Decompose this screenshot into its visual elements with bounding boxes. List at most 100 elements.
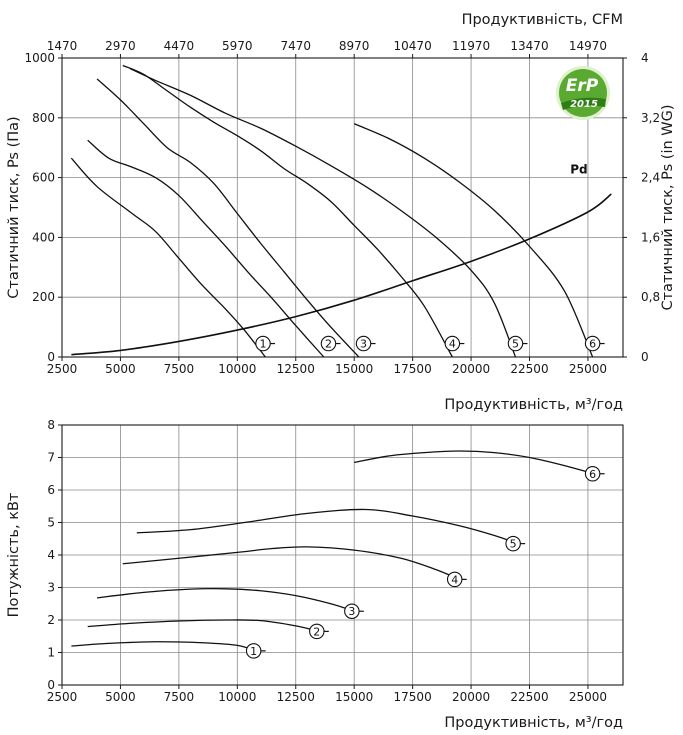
x2-tick-label: 10470 [394, 39, 432, 53]
marker-label: 4 [449, 338, 456, 351]
series-5-line [129, 67, 517, 358]
marker-circle [444, 335, 461, 352]
x2-tick-label: 8970 [339, 39, 370, 53]
y-tick-label: 800 [32, 111, 55, 125]
marker-circle [344, 603, 360, 619]
series-5-line [136, 508, 519, 545]
y-tick-label: 6 [47, 483, 55, 497]
y2-tick-label: 0 [641, 350, 649, 364]
x2-axis-title: Продуктивність, CFM [462, 12, 623, 28]
x-axis-title: Продуктивність, м³/год [444, 397, 623, 413]
series-6-line [354, 450, 600, 477]
x2-tick-label: 2970 [105, 39, 136, 53]
marker-circle [507, 335, 524, 352]
series-2-line [87, 619, 320, 633]
y2-tick-label: 0,8 [641, 290, 660, 304]
curve-marker-1: 1 [255, 335, 276, 352]
x2-tick-label: 1470 [47, 39, 78, 53]
marker-label: 6 [589, 338, 596, 351]
series-4-line [122, 546, 460, 580]
marker-circle [255, 335, 271, 352]
y-tick-label: 200 [32, 290, 55, 304]
x-tick-label: 20000 [452, 362, 490, 376]
marker-label: 2 [313, 625, 320, 638]
y-tick-label: 600 [32, 171, 55, 185]
series-3-line [96, 587, 355, 612]
erp-logo-band [561, 97, 606, 110]
x2-tick-label: 11970 [452, 39, 490, 53]
x-tick-label: 22500 [510, 362, 548, 376]
x-tick-label: 17500 [394, 690, 432, 704]
y-tick-label: 400 [32, 230, 55, 244]
y-tick-label: 4 [47, 548, 55, 562]
x2-tick-label: 7470 [280, 39, 311, 53]
curve-marker-1: 1 [245, 643, 266, 659]
curve-marker-6: 6 [584, 335, 605, 352]
series-3-line [96, 78, 360, 358]
x-tick-label: 12500 [277, 690, 315, 704]
x-tick-label: 10000 [218, 690, 256, 704]
erp-2015-logo: ErP 2015 [556, 66, 610, 120]
series-4-line [122, 64, 453, 358]
marker-circle [446, 571, 463, 588]
x2-tick-label: 4470 [164, 39, 195, 53]
marker-circle [584, 465, 601, 482]
marker-label: 5 [512, 338, 519, 351]
curve-marker-2: 2 [320, 335, 341, 352]
marker-label: 5 [510, 538, 517, 551]
marker-circle [245, 643, 262, 659]
marker-label: 6 [589, 468, 596, 481]
series-2-line [87, 139, 325, 358]
y2-tick-label: 4 [641, 51, 649, 65]
x-tick-label: 25000 [569, 690, 607, 704]
y-tick-label: 7 [47, 451, 55, 465]
pd-label: Pd [570, 163, 587, 177]
y-tick-label: 0 [47, 350, 55, 364]
erp-logo-year: 2015 [570, 99, 598, 110]
y2-axis-title: Статичний тиск, Ps (in WG) [660, 104, 676, 310]
series-1-line [70, 157, 266, 358]
marker-label: 1 [260, 338, 267, 351]
series-pd-line [71, 193, 612, 356]
power-chart: 2500 5000 7500 10000 12500 15000 17500 20000 225… [6, 418, 624, 731]
y-tick-label: 2 [47, 613, 55, 627]
marker-label: 3 [348, 605, 355, 618]
y-axis-title: Статичний тиск, Ps (Па) [6, 116, 22, 298]
pressure-chart: 2500 5000 7500 10000 12500 15000 17500 20000 225… [6, 12, 676, 413]
y-tick-label: 0 [47, 678, 55, 692]
y-tick-label: 1000 [24, 51, 55, 65]
x-tick-label: 22500 [510, 690, 548, 704]
plot-frame [61, 57, 624, 358]
x-tick-label: 25000 [569, 362, 607, 376]
marker-circle [584, 335, 601, 352]
series-1-line [71, 641, 257, 652]
x-tick-label: 15000 [335, 362, 373, 376]
curve-marker-4: 4 [444, 335, 465, 352]
x-axis-title: Продуктивність, м³/год [444, 715, 623, 731]
curve-marker-3: 3 [355, 335, 376, 352]
x-tick-label: 15000 [335, 690, 373, 704]
x2-tick-label: 5970 [222, 39, 253, 53]
marker-circle [505, 535, 521, 552]
x-tick-label: 10000 [218, 362, 256, 376]
series-6-line [353, 123, 594, 358]
marker-label: 3 [360, 338, 367, 351]
y2-tick-label: 3,2 [641, 111, 660, 125]
marker-circle [309, 623, 325, 640]
marker-circle [320, 335, 337, 352]
y2-tick-label: 2,4 [641, 171, 660, 185]
x-tick-label: 2500 [47, 362, 78, 376]
x-tick-label: 5000 [105, 690, 136, 704]
x-tick-label: 12500 [277, 362, 315, 376]
curve-marker-2: 2 [309, 623, 329, 640]
x2-tick-label: 13470 [510, 39, 548, 53]
y-tick-label: 3 [47, 581, 55, 595]
x-tick-label: 7500 [164, 362, 195, 376]
x-tick-label: 7500 [164, 690, 195, 704]
marker-label: 2 [325, 338, 332, 351]
curve-marker-5: 5 [507, 335, 528, 352]
y-axis-title: Потужність, кВт [6, 492, 22, 617]
curve-marker-3: 3 [344, 603, 364, 619]
